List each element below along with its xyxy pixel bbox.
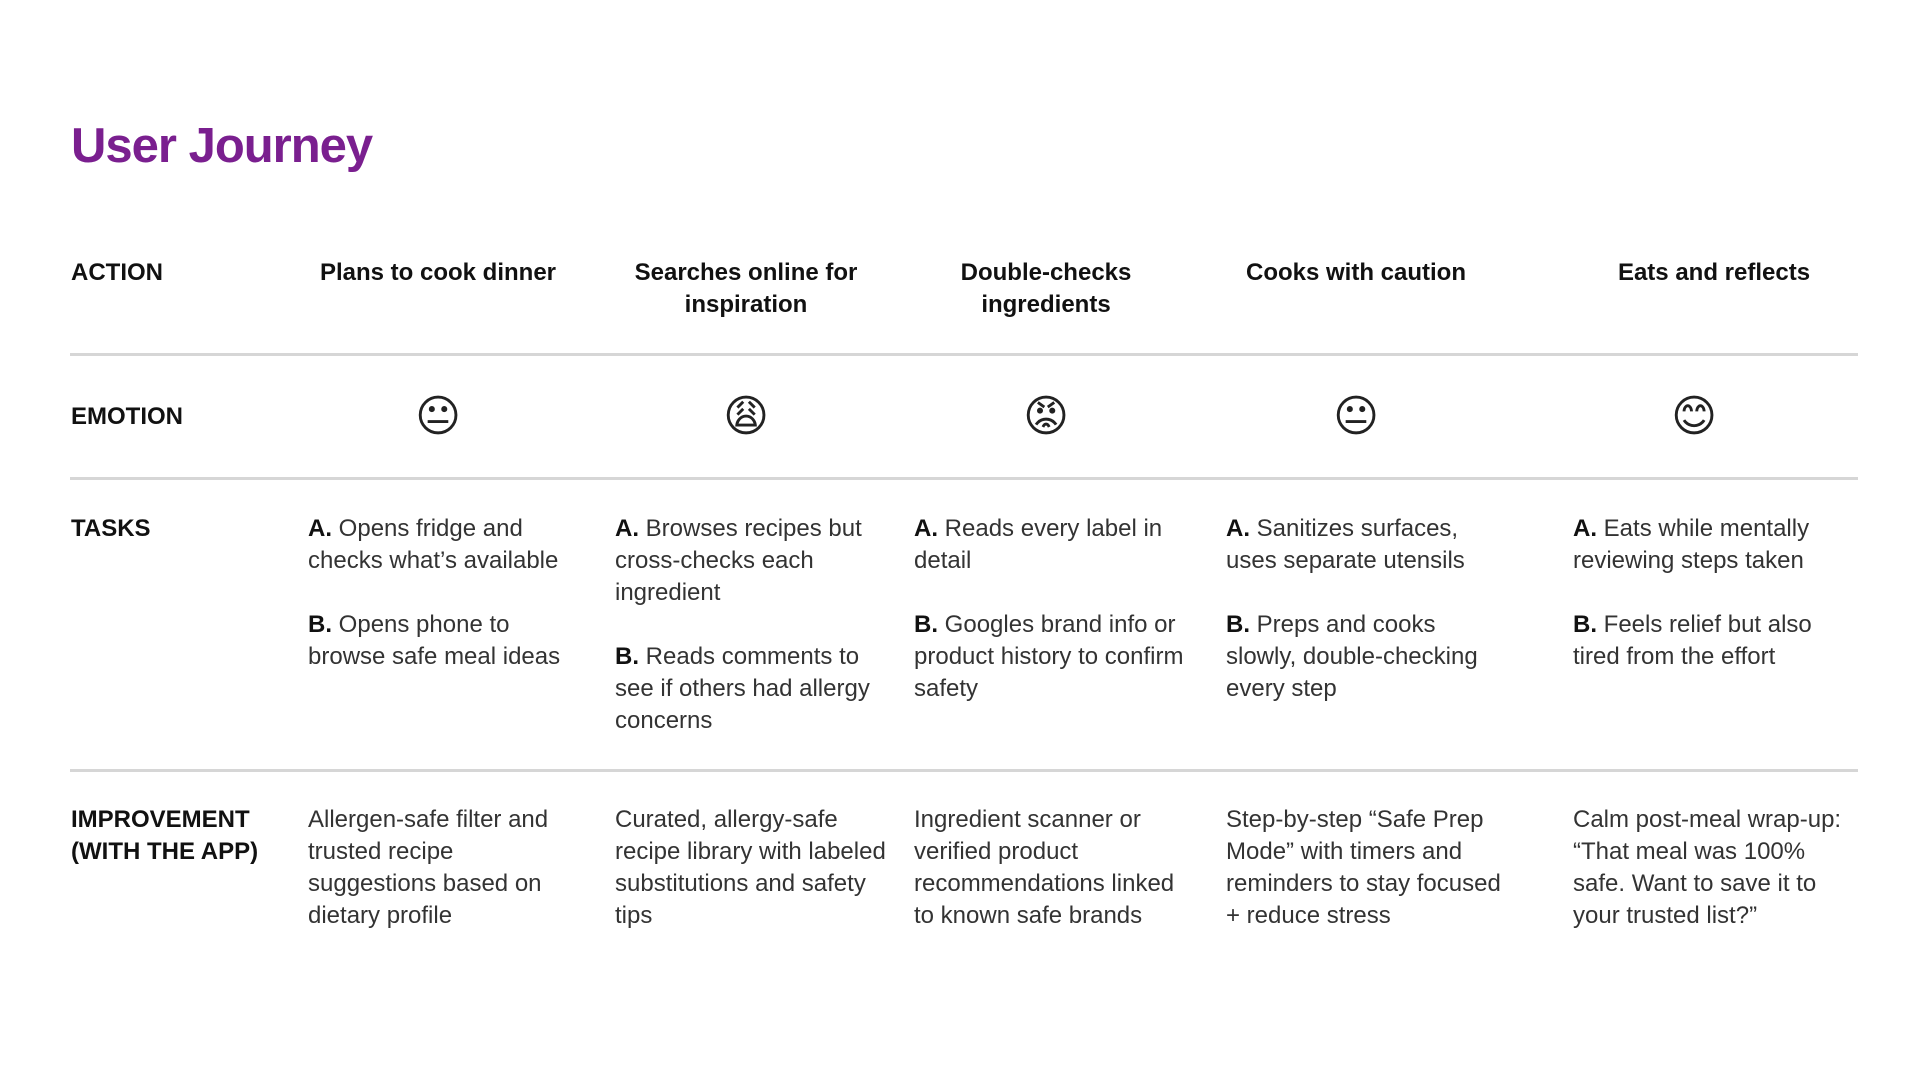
task-item: A. Eats while mentally reviewing steps t… (1573, 513, 1843, 577)
improvement-text: Calm post-meal wrap-up: “That meal was 1… (1573, 806, 1842, 929)
emotion-emoji: 😐 (1333, 391, 1379, 442)
divider (70, 477, 1858, 480)
task-item: A. Opens fridge and checks what’s availa… (308, 513, 583, 577)
stage-action: Eats and reflects (1617, 259, 1811, 286)
task-text: Googles brand info or product history to… (914, 611, 1184, 702)
task-item: B. Preps and cooks slowly, double-checki… (1226, 609, 1511, 705)
task-item: B. Feels relief but also tired from the … (1573, 609, 1843, 673)
improvement-text: Allergen-safe filter and trusted recipe … (308, 806, 549, 929)
task-text: Opens fridge and checks what’s available (308, 515, 559, 574)
task-text: Sanitizes surfaces, uses separate utensi… (1226, 515, 1465, 574)
improvement-text: Step-by-step “Safe Prep Mode” with timer… (1226, 806, 1501, 929)
emotion-emoji: 😩 (723, 391, 769, 442)
divider (70, 353, 1858, 356)
stage-action: Searches online for inspiration (634, 259, 858, 318)
task-label: A. (1573, 515, 1597, 542)
task-label: A. (914, 515, 938, 542)
stage-action: Cooks with caution (1245, 259, 1466, 286)
task-label: A. (308, 515, 332, 542)
task-item: A. Reads every label in detail (914, 513, 1184, 577)
emotion-emoji: 😐 (415, 391, 461, 442)
row-label: IMPROVEMENT (WITH THE APP) (71, 806, 259, 865)
task-text: Feels relief but also tired from the eff… (1573, 611, 1812, 670)
row-label: EMOTION (71, 403, 183, 430)
task-item: A. Sanitizes surfaces, uses separate ute… (1226, 513, 1511, 577)
task-item: B. Opens phone to browse safe meal ideas (308, 609, 583, 673)
row-label: TASKS (71, 515, 151, 542)
emotion-emoji: 😊 (1671, 391, 1717, 442)
task-text: Reads comments to see if others had alle… (615, 643, 870, 734)
task-list: A. Reads every label in detail B. Googles… (914, 513, 1184, 737)
improvement-text: Ingredient scanner or verified product r… (914, 806, 1175, 929)
task-label: B. (1226, 611, 1250, 638)
title: User Journey (71, 119, 373, 173)
task-label: B. (914, 611, 938, 638)
task-text: Preps and cooks slowly, double-checking … (1226, 611, 1478, 702)
task-list: A. Browses recipes but cross-checks each… (615, 513, 890, 769)
task-label: A. (615, 515, 639, 542)
divider (70, 769, 1858, 772)
task-text: Opens phone to browse safe meal ideas (308, 611, 561, 670)
stage-action: Plans to cook dinner (319, 259, 557, 286)
task-text: Reads every label in detail (914, 515, 1163, 574)
task-label: B. (308, 611, 332, 638)
emotion-emoji: 😡 (1023, 391, 1069, 442)
task-item: B. Reads comments to see if others had a… (615, 641, 890, 737)
task-list: A. Opens fridge and checks what’s availa… (308, 513, 583, 705)
row-label: ACTION (71, 259, 163, 286)
task-text: Eats while mentally reviewing steps take… (1573, 515, 1810, 574)
improvement-text: Curated, allergy-safe recipe library wit… (615, 806, 886, 929)
task-list: A. Sanitizes surfaces, uses separate ute… (1226, 513, 1511, 737)
task-item: A. Browses recipes but cross-checks each… (615, 513, 890, 609)
task-label: B. (615, 643, 639, 670)
task-label: B. (1573, 611, 1597, 638)
task-label: A. (1226, 515, 1250, 542)
task-item: B. Googles brand info or product history… (914, 609, 1184, 705)
stage-action: Double-checks ingredients (960, 259, 1132, 318)
task-list: A. Eats while mentally reviewing steps t… (1573, 513, 1843, 705)
task-text: Browses recipes but cross-checks each in… (615, 515, 862, 606)
